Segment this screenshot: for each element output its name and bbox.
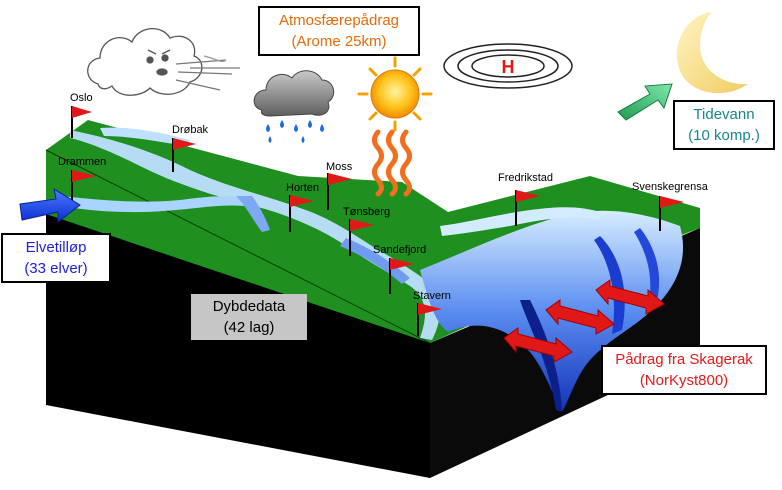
- tide-label: Tidevann (10 komp.): [673, 100, 775, 150]
- flag-label-tonsberg: Tønsberg: [343, 206, 390, 218]
- river-inflow-label: Elvetilløp (33 elver): [1, 233, 111, 283]
- river-subtitle: (33 elver): [24, 260, 88, 277]
- flag-label-moss: Moss: [326, 161, 353, 173]
- moon-icon: [676, 12, 748, 94]
- flag-label-sandefjord: Sandefjord: [373, 244, 426, 256]
- flag-label-fredrikstad: Fredrikstad: [498, 172, 553, 184]
- red-double-arrow-icon: [503, 279, 665, 363]
- atmosphere-title: Atmosfærepådrag: [278, 12, 400, 29]
- atmosphere-subtitle: (Arome 25km): [291, 33, 387, 50]
- depth-title: Dybdedata: [212, 298, 286, 315]
- high-pressure-label: H: [502, 57, 515, 77]
- tide-subtitle: (10 komp.): [688, 127, 760, 144]
- flag-horten: Horten: [286, 182, 319, 232]
- flag-label-drammen: Drammen: [58, 156, 106, 168]
- heat-waves-icon: [372, 129, 412, 197]
- flag-label-svenskegrensa: Svenskegrensa: [632, 181, 709, 193]
- flag-label-horten: Horten: [286, 182, 319, 194]
- skagerak-title: Pådrag fra Skagerak: [615, 351, 753, 368]
- green-arrow-icon: [617, 83, 673, 121]
- flag-stavern: Stavern: [413, 290, 451, 336]
- wind-cloud-icon: [87, 28, 240, 96]
- depth-data-label: Dybdedata (42 lag): [191, 294, 307, 340]
- rain-cloud-icon: [253, 70, 335, 143]
- sun-icon: [357, 56, 433, 132]
- flag-drammen: Drammen: [58, 156, 106, 204]
- river-title: Elvetilløp: [25, 239, 87, 256]
- blue-arrow-icon: [19, 187, 81, 224]
- flag-moss: Moss: [326, 161, 353, 210]
- tide-title: Tidevann: [693, 106, 755, 123]
- flag-label-oslo: Oslo: [70, 92, 93, 104]
- skagerak-subtitle: (NorKyst800): [639, 372, 729, 389]
- flag-drobak: Drøbak: [172, 124, 209, 172]
- flag-fredrikstad: Fredrikstad: [498, 172, 553, 226]
- depth-subtitle: (42 lag): [223, 319, 275, 336]
- high-pressure-icon: H: [443, 43, 573, 89]
- flag-tonsberg: Tønsberg: [343, 206, 390, 256]
- skagerak-forcing-label: Pådrag fra Skagerak (NorKyst800): [601, 345, 767, 395]
- atmosphere-forcing-label: Atmosfærepådrag (Arome 25km): [258, 6, 420, 56]
- flag-label-stavern: Stavern: [413, 290, 451, 302]
- location-flags: Oslo Drøbak Drammen Moss Horten Tønsberg: [58, 92, 709, 336]
- flag-oslo: Oslo: [70, 92, 93, 138]
- flag-sandefjord: Sandefjord: [373, 244, 426, 294]
- flag-label-drobak: Drøbak: [172, 124, 209, 136]
- flag-svenskegrensa: Svenskegrensa: [632, 181, 709, 231]
